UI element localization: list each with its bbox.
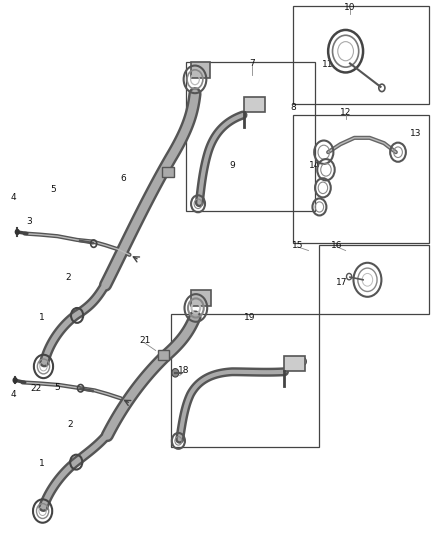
Text: 16: 16 <box>331 241 343 250</box>
Bar <box>244 98 265 112</box>
Text: 8: 8 <box>290 102 296 111</box>
Text: 1: 1 <box>39 459 45 467</box>
Text: 21: 21 <box>139 336 151 345</box>
Bar <box>191 290 211 306</box>
Text: 7: 7 <box>249 59 254 68</box>
Text: 3: 3 <box>26 217 32 226</box>
Bar <box>186 62 315 211</box>
Circle shape <box>14 229 20 235</box>
Bar <box>293 115 428 243</box>
Bar <box>191 62 210 78</box>
Text: 1: 1 <box>39 312 45 321</box>
Bar <box>293 6 428 104</box>
Text: 4: 4 <box>10 390 16 399</box>
Bar <box>162 166 174 177</box>
Text: 5: 5 <box>55 383 60 392</box>
Text: 20: 20 <box>296 358 307 367</box>
Text: 14: 14 <box>309 161 321 170</box>
Bar <box>284 356 304 370</box>
Circle shape <box>172 368 179 377</box>
Text: 17: 17 <box>336 278 347 287</box>
Text: 10: 10 <box>344 3 356 12</box>
Text: 12: 12 <box>340 108 351 117</box>
Text: 19: 19 <box>244 312 255 321</box>
Text: 15: 15 <box>292 241 304 250</box>
Bar <box>319 245 428 314</box>
Text: 6: 6 <box>120 174 126 183</box>
Text: 9: 9 <box>229 161 235 170</box>
Text: 18: 18 <box>178 366 190 375</box>
Text: 11: 11 <box>322 60 334 69</box>
Text: 2: 2 <box>66 273 71 281</box>
Text: 5: 5 <box>50 185 56 194</box>
Text: 4: 4 <box>10 193 16 202</box>
Text: 22: 22 <box>30 384 41 393</box>
Bar <box>158 350 169 360</box>
Text: 13: 13 <box>410 129 421 138</box>
Circle shape <box>12 377 18 383</box>
Text: 2: 2 <box>68 421 73 430</box>
Bar <box>171 314 319 447</box>
